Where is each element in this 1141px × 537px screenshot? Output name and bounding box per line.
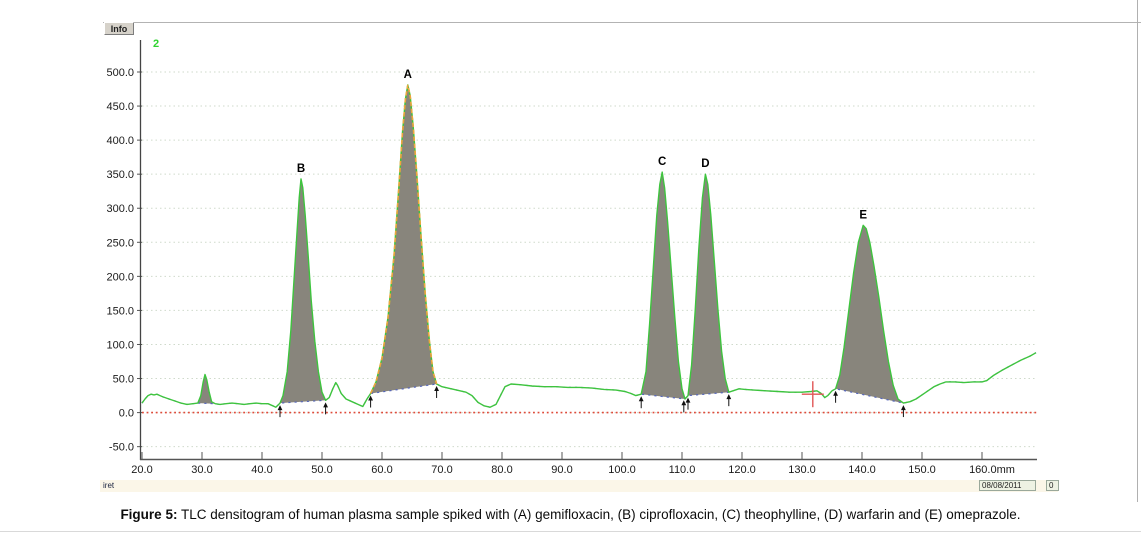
peak-fill-C — [641, 172, 685, 399]
x-tick-label: 90.0 — [551, 464, 572, 476]
caption-divider — [0, 531, 1141, 532]
peak-fill-D — [688, 174, 729, 396]
x-tick-label: 40.0 — [251, 464, 272, 476]
peak-label-A: A — [404, 69, 412, 81]
x-tick-label: 100.0 — [608, 464, 636, 476]
peak-boundary-arrowhead — [277, 405, 283, 411]
y-tick-label: -50.0 — [109, 442, 134, 454]
peak-boundary-arrowhead — [368, 395, 373, 401]
track-number-label: 2 — [153, 38, 160, 50]
x-tick-label: 130.0 — [788, 464, 816, 476]
y-tick-label: 150.0 — [106, 305, 134, 317]
x-tick-label: 60.0 — [371, 464, 392, 476]
peak-boundary-arrowhead — [833, 390, 838, 396]
peak-fill-E — [835, 225, 904, 404]
y-tick-label: 350.0 — [106, 169, 134, 181]
peak-fill-A — [370, 84, 437, 394]
peak-fill-B — [280, 178, 326, 404]
window-right-border — [1137, 0, 1138, 502]
date-field[interactable]: 08/08/2011 — [979, 480, 1036, 491]
x-tick-label: 50.0 — [311, 464, 332, 476]
peak-label-C: C — [658, 156, 666, 168]
figure-caption-text: TLC densitogram of human plasma sample s… — [177, 507, 1021, 522]
y-tick-label: 250.0 — [106, 237, 134, 249]
x-tick-label: 150.0 — [908, 464, 936, 476]
x-tick-label: 80.0 — [491, 464, 512, 476]
status-bar: iret — [100, 480, 1058, 492]
y-tick-label: 100.0 — [106, 339, 134, 351]
x-tick-label: 120.0 — [728, 464, 756, 476]
peak-boundary-arrowhead — [434, 385, 439, 391]
peak-label-E: E — [859, 209, 867, 221]
y-tick-label: 200.0 — [106, 271, 134, 283]
status-bar-text: iret — [103, 481, 115, 490]
y-tick-label: 50.0 — [113, 374, 134, 386]
peak-boundary-arrowhead — [323, 402, 328, 408]
peak-boundary-arrowhead — [901, 405, 906, 411]
y-tick-label: 500.0 — [106, 67, 134, 79]
peak-fill — [197, 374, 216, 404]
figure-caption-number: Figure 5: — [120, 507, 178, 522]
time-field[interactable]: 0 — [1046, 480, 1059, 491]
y-tick-label: 300.0 — [106, 203, 134, 215]
peak-boundary-arrowhead — [726, 394, 732, 400]
peak-boundary-arrowhead — [681, 400, 687, 406]
x-tick-label: 30.0 — [191, 464, 212, 476]
figure-caption: Figure 5: TLC densitogram of human plasm… — [0, 507, 1141, 522]
info-button[interactable]: Info — [104, 22, 134, 35]
peak-label-B: B — [297, 163, 305, 175]
y-tick-label: 450.0 — [106, 101, 134, 113]
x-tick-label: 20.0 — [131, 464, 152, 476]
x-tick-label: 160.0mm — [969, 464, 1015, 476]
window-divider-line — [103, 22, 1141, 23]
x-tick-label: 110.0 — [669, 464, 696, 476]
peak-A-orange-outline — [369, 84, 438, 394]
densitogram-trace — [141, 84, 1037, 408]
y-tick-label: 0.0 — [119, 408, 134, 420]
x-tick-label: 140.0 — [848, 464, 876, 476]
fitted-baseline — [141, 352, 1037, 408]
peak-boundary-arrowhead — [638, 396, 644, 402]
y-tick-label: 400.0 — [106, 135, 134, 147]
peak-boundary-arrowhead — [685, 397, 691, 403]
peak-label-D: D — [701, 158, 709, 170]
x-tick-label: 70.0 — [431, 464, 452, 476]
